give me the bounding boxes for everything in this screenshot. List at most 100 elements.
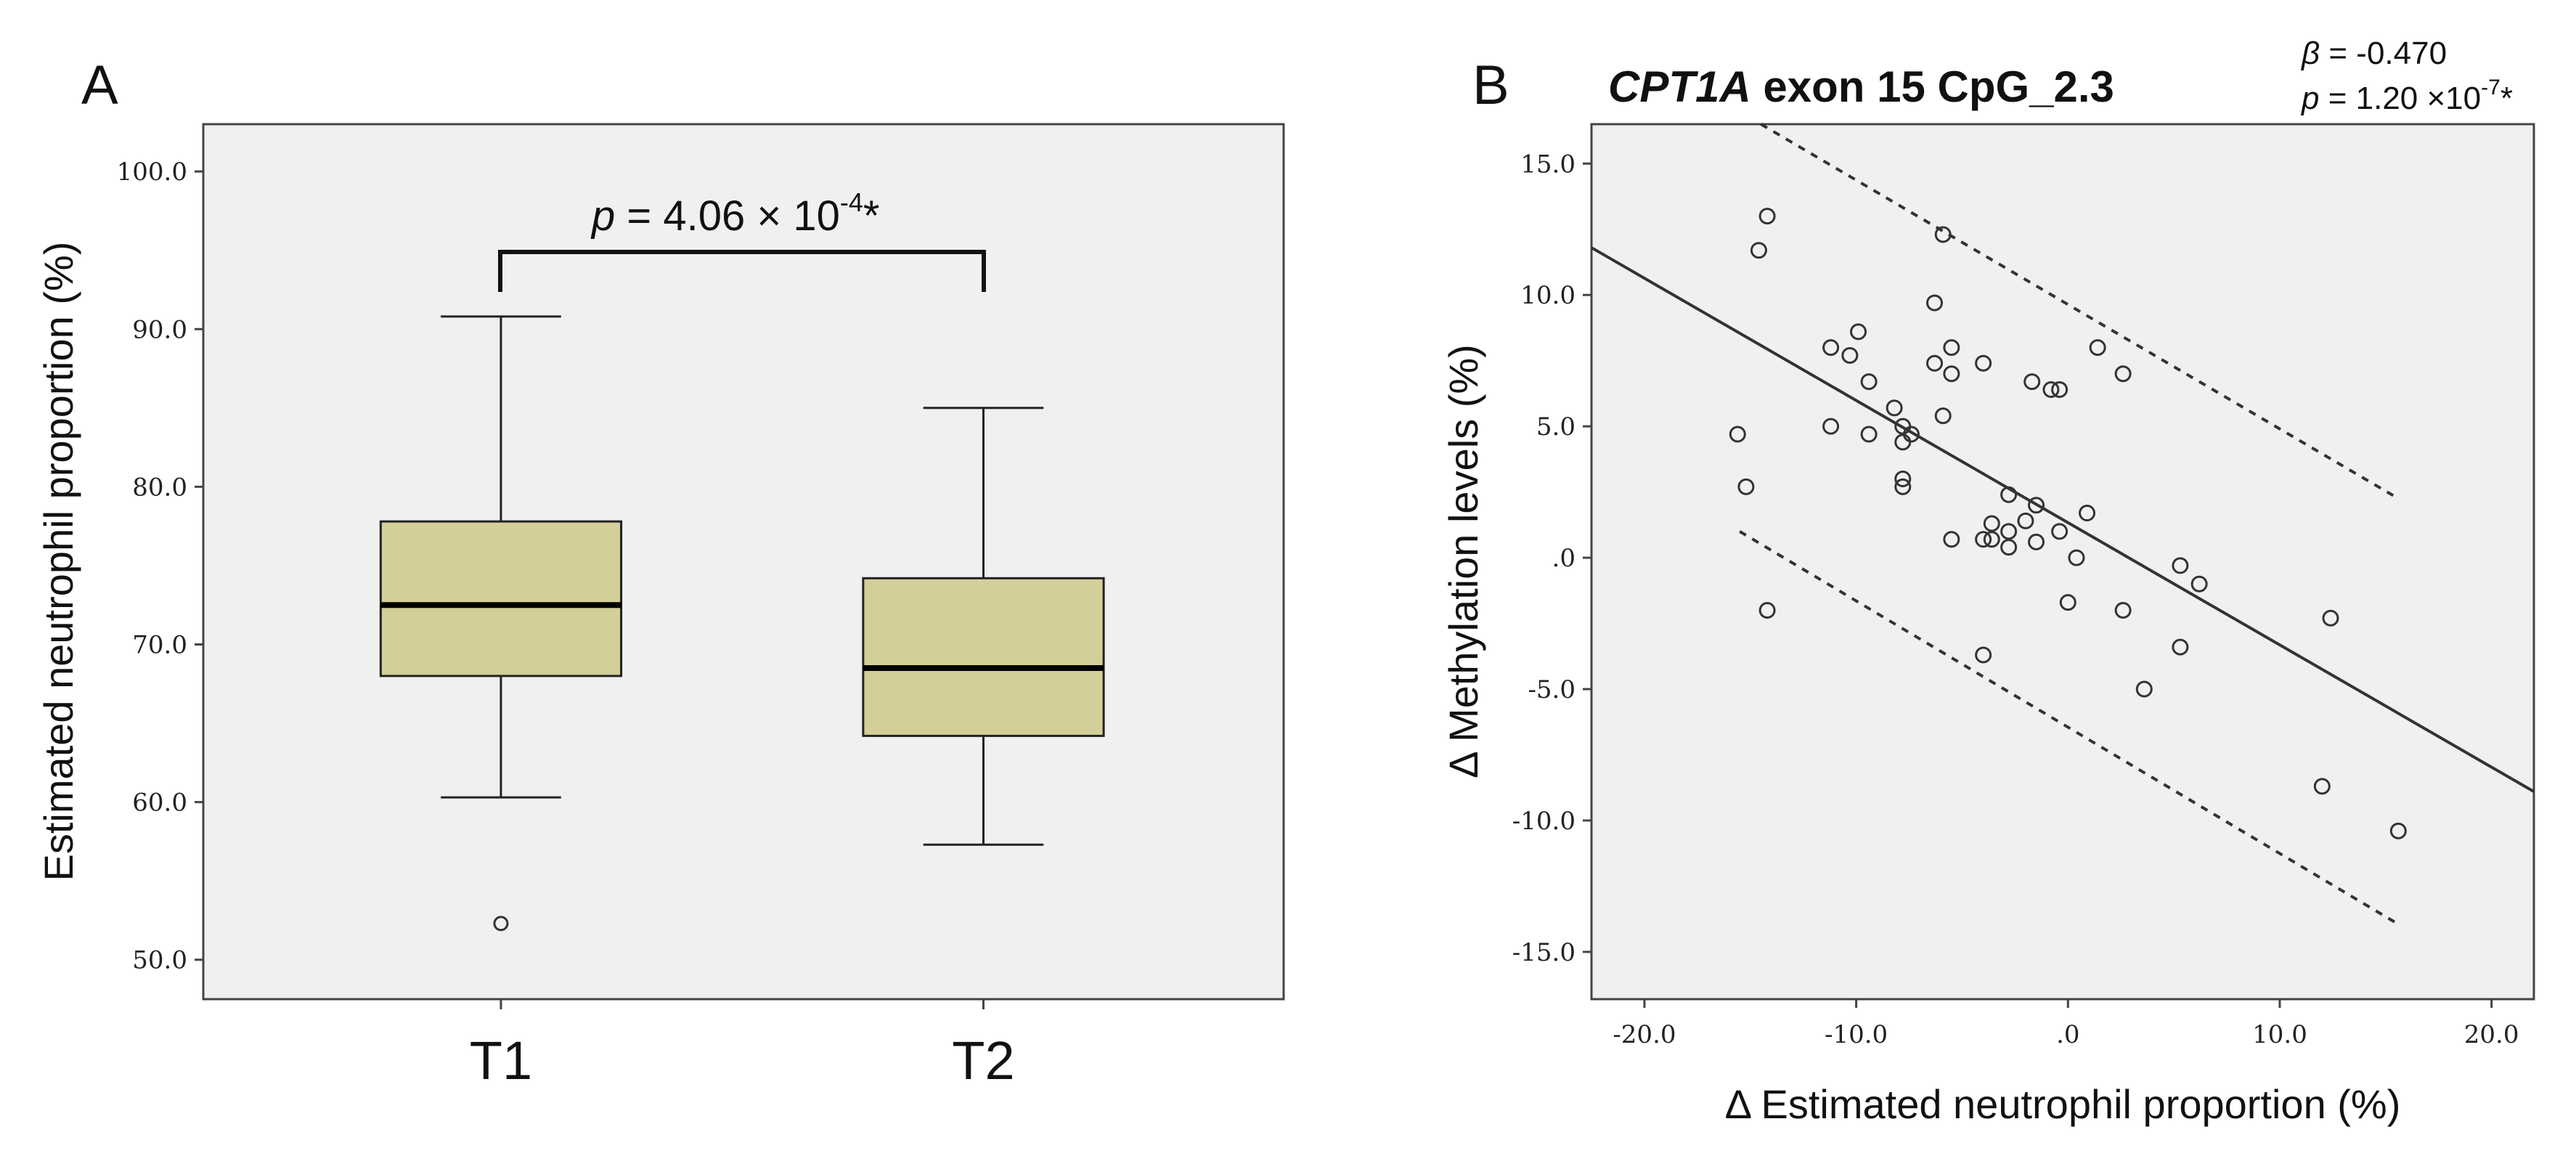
panel-a-y-axis-label: Estimated neutrophil proportion (%) [36, 242, 81, 882]
significance-p-value: p = 4.06 × 10-4* [590, 187, 879, 240]
scatter-point [2000, 486, 2018, 503]
panel-a-x-axis: T1 T2 [470, 999, 1015, 1091]
scatter-point [2190, 575, 2208, 593]
panel-b-letter: B [1472, 54, 1509, 116]
scatter-point [1841, 346, 1859, 364]
panel-a-y-axis: 100.0 90.0 80.0 70.0 60.0 50.0 [117, 158, 203, 975]
panel-b-x-tick-label: -20.0 [1613, 1020, 1676, 1049]
panel-b-x-axis-label: Δ Estimated neutrophil proportion (%) [1725, 1081, 2401, 1127]
panel-b-x-tick-label: .0 [2056, 1020, 2079, 1049]
panel-b-x-tick-label: 20.0 [2464, 1020, 2519, 1049]
scatter-point [2028, 533, 2045, 550]
panel-b-y-tick-label: -15.0 [1512, 938, 1576, 967]
scatter-point [2135, 680, 2153, 698]
scatter-point [1750, 242, 1767, 259]
scatter-point [2313, 778, 2331, 795]
scatter-point [1894, 478, 1912, 495]
panel-b-y-tick-label: -5.0 [1528, 675, 1576, 704]
scatter-point [1758, 208, 1776, 225]
panel-a-y-tick-label: 50.0 [132, 946, 187, 975]
scatter-point [1934, 407, 1952, 425]
panel-b-y-tick-label: 10.0 [1520, 281, 1576, 310]
panel-a: A 100.0 90.0 80.0 70.0 60.0 50.0 T1 T2 p = 4.0… [36, 54, 1285, 1091]
upper-prediction-line [1760, 123, 2397, 499]
scatter-point [1886, 399, 1903, 417]
scatter-point [1943, 531, 1960, 548]
scatter-point [1729, 426, 1746, 443]
beta-stat: β = -0.470 [2300, 36, 2447, 71]
scatter-point [1860, 373, 1878, 391]
panel-b-y-tick-label: -10.0 [1512, 807, 1576, 836]
scatter-point [2000, 523, 2018, 540]
scatter-point [2017, 512, 2034, 529]
scatter-point [2079, 505, 2096, 522]
panel-b-y-axis-label: Δ Methylation levels (%) [1440, 344, 1486, 778]
scatter-point [2042, 380, 2060, 398]
scatter-point [1860, 426, 1878, 443]
panel-b-y-tick-label: 15.0 [1520, 150, 1576, 179]
box-t2 [862, 407, 1105, 846]
significance-bracket [498, 250, 986, 292]
panel-b: B CPT1A exon 15 CpG_2.3 β = -0.470 p = 1… [1440, 36, 2535, 1127]
panel-a-boxes [379, 315, 1105, 932]
panel-b-y-tick-label: .0 [1552, 544, 1576, 573]
scatter-point [1983, 531, 2000, 548]
panel-b-x-tick-label: 10.0 [2252, 1020, 2307, 1049]
panel-b-y-axis: 15.0 10.0 5.0 .0 -5.0 -10.0 -15.0 [1512, 150, 1591, 967]
scatter-point [1902, 426, 1920, 443]
p-stat: p = 1.20 ×10-7* [2300, 76, 2513, 116]
panel-a-plot-area [202, 123, 1285, 1001]
scatter-point [1850, 323, 1867, 341]
panel-a-y-tick-label: 80.0 [132, 473, 187, 502]
scatter-point [2068, 549, 2085, 566]
scatter-point [1822, 418, 1840, 435]
outlier-point [493, 916, 509, 932]
scatter-point [1983, 515, 2000, 532]
scatter-point [1926, 354, 1944, 372]
panel-b-x-axis: -20.0 -10.0 .0 10.0 20.0 [1613, 999, 2519, 1049]
panel-b-title: CPT1A exon 15 CpG_2.3 [1608, 62, 2114, 111]
scatter-point [2028, 497, 2045, 514]
scatter-point [2172, 557, 2189, 574]
scatter-point [2089, 339, 2106, 357]
panel-a-y-tick-label: 70.0 [132, 630, 187, 659]
panel-b-y-tick-label: 5.0 [1536, 412, 1576, 441]
scatter-point [1975, 531, 1992, 548]
panel-b-plot-area [1590, 123, 2535, 1001]
scatter-point [2023, 373, 2041, 391]
panel-b-points [1729, 208, 2407, 839]
scatter-point [1934, 226, 1952, 243]
scatter-point [2051, 380, 2068, 398]
scatter-point [1737, 478, 1755, 495]
scatter-point [1822, 339, 1840, 357]
scatter-point [2059, 594, 2076, 611]
panel-a-letter: A [81, 54, 118, 116]
scatter-point [2051, 523, 2068, 540]
panel-a-y-tick-label: 100.0 [117, 158, 187, 187]
box-t1 [379, 315, 623, 932]
scatter-point [2322, 609, 2339, 627]
scatter-point [1894, 471, 1912, 488]
iqr-box [379, 520, 623, 677]
iqr-box [862, 577, 1105, 737]
scatter-point [2114, 365, 2132, 383]
panel-a-y-tick-label: 60.0 [132, 789, 187, 818]
scatter-point [2172, 638, 2189, 656]
scatter-point [1758, 601, 1776, 619]
panel-a-x-tick-label: T1 [470, 1030, 532, 1091]
scatter-point [2000, 539, 2018, 556]
scatter-point [1943, 365, 1960, 383]
scatter-point [1975, 354, 1992, 372]
scatter-point [2389, 822, 2407, 839]
regression-line [1591, 246, 2535, 793]
scatter-point [2114, 601, 2132, 619]
scatter-point [1975, 646, 1992, 664]
panel-b-x-tick-label: -10.0 [1825, 1020, 1888, 1049]
panel-b-lines [1591, 123, 2535, 924]
scatter-point [1943, 339, 1960, 357]
panel-a-y-tick-label: 90.0 [132, 315, 187, 344]
scatter-point [1926, 294, 1944, 312]
lower-prediction-line [1739, 530, 2397, 924]
panel-a-x-tick-label: T2 [952, 1030, 1014, 1091]
